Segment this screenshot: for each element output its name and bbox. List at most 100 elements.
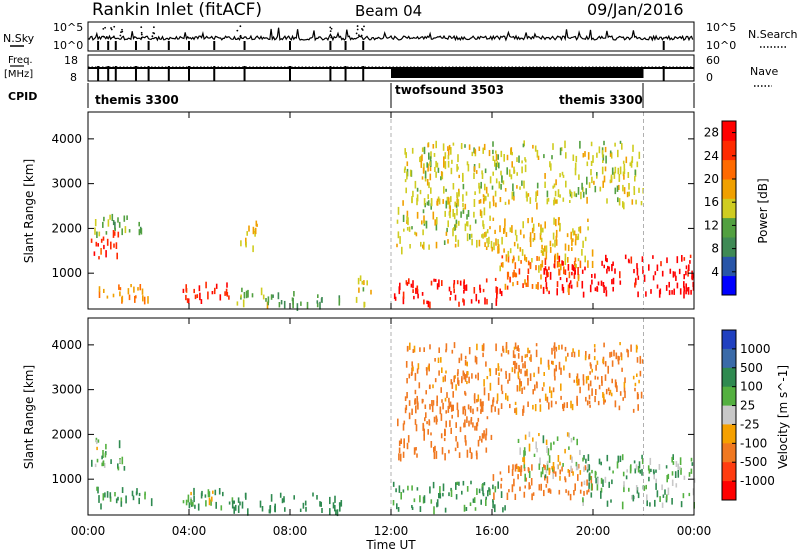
echo-cell [535,198,537,202]
echo-cell [403,228,405,232]
echo-cell [460,145,463,150]
echo-cell [496,393,499,402]
echo-cell [417,293,419,299]
echo-cell [226,282,228,288]
echo-cell [639,370,642,377]
echo-cell [416,194,419,202]
date-label: 09/Jan/2016 [587,0,684,19]
echo-cell [114,227,116,231]
echo-cell [505,342,508,349]
echo-cell [523,463,526,469]
echo-cell [593,344,596,348]
echo-cell [597,376,599,380]
echo-cell [602,282,605,288]
echo-cell [580,191,582,200]
echo-cell [366,280,368,286]
echo-cell [630,160,633,168]
echo-cell [608,266,610,272]
echo-cell [639,355,642,364]
echo-cell [416,289,419,295]
echo-cell [488,487,490,492]
echo-cell [429,486,431,494]
echo-cell [423,163,425,171]
echo-cell [427,300,430,308]
echo-cell [96,439,98,445]
echo-cell [441,367,443,373]
echo-cell [495,162,497,171]
velocity-colorbar-bin [722,348,736,369]
echo-cell [588,400,591,405]
echo-cell [564,476,566,481]
echo-cell [117,463,119,469]
echo-cell [617,361,620,365]
echo-cell [119,291,121,297]
echo-cell [292,300,294,309]
echo-cell [456,372,459,377]
echo-cell [448,144,451,150]
echo-cell [628,259,630,264]
echo-cell [647,465,650,471]
echo-cell [515,273,518,278]
echo-cell [199,292,201,301]
echo-cell [123,215,126,222]
echo-cell [494,159,496,167]
echo-cell [453,213,456,220]
echo-cell [685,270,687,276]
echo-cell [127,288,130,295]
echo-cell [415,405,417,414]
freq-unit-label: [MHz] [4,69,33,80]
echo-cell [525,477,527,482]
echo-cell [564,253,567,260]
echo-cell [679,457,682,465]
echo-cell [505,345,508,353]
echo-cell [517,353,520,359]
echo-cell [470,419,472,425]
echo-cell [215,501,217,509]
echo-cell [512,361,515,365]
echo-cell [575,461,578,467]
echo-cell [406,442,409,450]
echo-cell [407,345,409,351]
echo-cell [604,166,607,172]
echo-cell [604,476,607,483]
echo-cell [510,147,513,154]
echo-cell [544,245,546,252]
cpid-segment-3: themis 3300 [559,93,643,107]
nsky-panel-frame [87,21,695,52]
echo-cell [464,359,467,366]
echo-cell [93,251,96,256]
echo-cell [481,234,483,238]
echo-cell [406,282,409,286]
echo-cell [194,504,196,509]
echo-cell [582,497,584,503]
echo-cell [485,246,488,250]
echo-cell [421,220,423,225]
echo-cell [622,160,625,164]
echo-cell [420,241,422,247]
echo-cell [668,290,671,296]
echo-cell [583,480,586,486]
echo-cell [529,357,531,361]
echo-cell [671,498,673,505]
echo-cell [605,155,607,164]
echo-cell [616,185,619,192]
echo-cell [623,381,626,389]
echo-cell [214,287,216,291]
nsearch-tick-bottom: 10^0 [706,39,736,52]
echo-cell [423,495,426,503]
echo-cell [574,162,577,171]
echo-cell [627,172,630,178]
echo-cell [514,354,516,359]
echo-cell [397,507,400,512]
echo-cell [583,466,585,472]
echo-cell [623,387,626,393]
echo-cell [486,416,489,420]
echo-cell [430,280,433,286]
echo-cell [689,260,691,264]
echo-cell [260,287,263,296]
echo-cell [117,466,120,471]
echo-cell [627,349,629,358]
echo-cell [432,400,435,406]
echo-cell [300,301,302,306]
echo-cell [564,346,567,352]
